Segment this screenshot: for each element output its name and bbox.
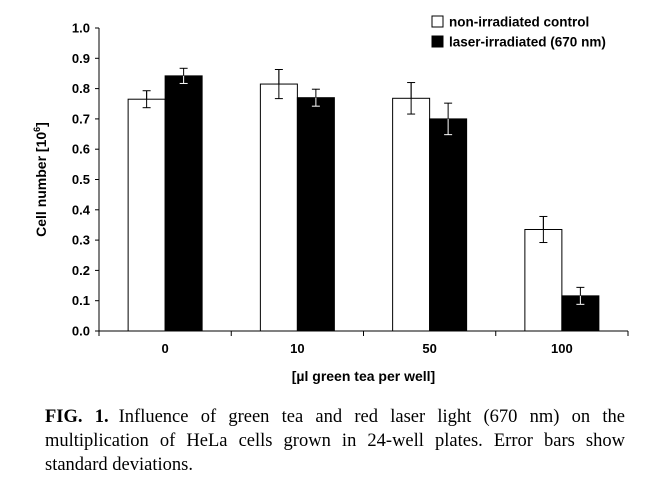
error-bars xyxy=(142,67,585,305)
bar-irradiated xyxy=(296,97,335,332)
legend-swatch xyxy=(431,15,444,28)
legend-swatch xyxy=(431,35,444,48)
y-tick-label: 0.5 xyxy=(72,172,90,187)
bar-control xyxy=(127,98,166,332)
error-bar xyxy=(142,90,151,109)
bars xyxy=(127,75,600,332)
bar-irradiated xyxy=(164,75,203,332)
x-tick-label: 50 xyxy=(422,341,436,356)
x-axis-ticks: 0 10 50 100 xyxy=(98,331,629,356)
x-tick-label: 0 xyxy=(162,341,169,356)
legend: non-irradiated control laser-irradiated (… xyxy=(431,15,606,50)
x-tick-label: 100 xyxy=(551,341,573,356)
error-bar xyxy=(539,215,548,244)
y-axis-label-main: Cell number [10 xyxy=(33,132,49,237)
y-axis-ticks: 0.0 0.1 0.2 0.3 0.4 0.5 0.6 0.7 0.8 0.9 1.0 xyxy=(72,21,99,339)
y-tick-label: 0.2 xyxy=(72,263,90,278)
legend-label: non-irradiated control xyxy=(449,15,589,30)
y-tick-label: 0.1 xyxy=(72,293,90,308)
figure-caption: FIG. 1. Influence of green tea and red la… xyxy=(45,405,625,477)
figure-caption-text: Influence of green tea and red laser lig… xyxy=(45,407,626,475)
bar-chart: 0.0 0.1 0.2 0.3 0.4 0.5 0.6 0.7 0.8 0.9 1.0 0 10 50 1… xyxy=(32,15,629,384)
y-axis-label-exponent: 6 xyxy=(32,127,42,132)
error-bar xyxy=(274,69,283,100)
y-tick-label: 0.6 xyxy=(72,142,90,157)
error-bar xyxy=(311,88,320,107)
error-bar xyxy=(407,82,416,115)
x-tick-label: 10 xyxy=(290,341,304,356)
x-axis-label: [µl green tea per well] xyxy=(292,368,435,384)
legend-label: laser-irradiated (670 nm) xyxy=(449,35,606,50)
y-tick-label: 0.9 xyxy=(72,51,90,66)
bar-control xyxy=(392,97,431,332)
y-tick-label: 0.0 xyxy=(72,324,90,339)
y-axis-label: Cell number [106] xyxy=(32,122,49,237)
bar-control xyxy=(524,228,563,332)
error-bar xyxy=(576,286,585,305)
figure-label: FIG. 1. xyxy=(45,407,109,427)
bar-control xyxy=(259,83,298,332)
y-axis-label-close: ] xyxy=(33,122,49,127)
error-bar xyxy=(179,67,188,84)
y-tick-label: 0.4 xyxy=(72,202,91,217)
y-tick-label: 0.8 xyxy=(72,81,90,96)
y-tick-label: 0.7 xyxy=(72,111,90,126)
error-bar xyxy=(444,102,453,136)
bar-irradiated xyxy=(429,118,468,332)
y-tick-label: 1.0 xyxy=(72,21,90,36)
y-tick-label: 0.3 xyxy=(72,233,90,248)
